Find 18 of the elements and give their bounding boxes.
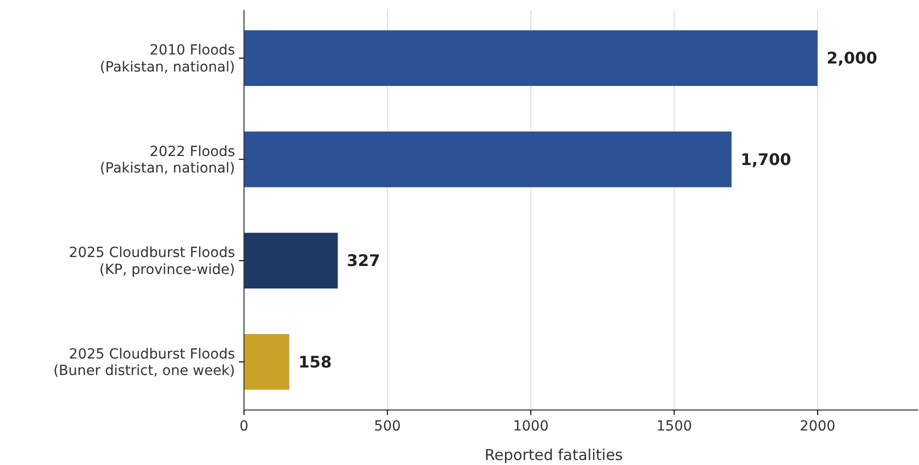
x-tick-label: 1000 bbox=[512, 418, 549, 435]
y-tick-label: 2025 Cloudburst Floods (Buner district, one week) bbox=[53, 346, 235, 380]
bar bbox=[244, 132, 732, 188]
bar bbox=[244, 30, 818, 86]
x-tick-label: 0 bbox=[240, 418, 248, 435]
x-tick-label: 2000 bbox=[800, 418, 836, 435]
data-label: 1,700 bbox=[740, 150, 792, 169]
data-label: 2,000 bbox=[826, 48, 878, 68]
x-tick-label: 1500 bbox=[656, 418, 692, 435]
x-tick-label: 500 bbox=[374, 418, 401, 435]
bar bbox=[244, 232, 338, 288]
bar bbox=[244, 334, 290, 390]
y-tick-label: 2025 Cloudburst Floods (KP, province-wide) bbox=[68, 245, 235, 278]
x-axis-title: Reported fatalities bbox=[484, 446, 624, 464]
y-tick-label: 2022 Floods (Pakistan, national) bbox=[100, 144, 235, 177]
data-label: 327 bbox=[346, 251, 380, 270]
data-label: 158 bbox=[298, 352, 332, 372]
y-tick-label: 2010 Floods (Pakistan, national) bbox=[100, 42, 235, 76]
